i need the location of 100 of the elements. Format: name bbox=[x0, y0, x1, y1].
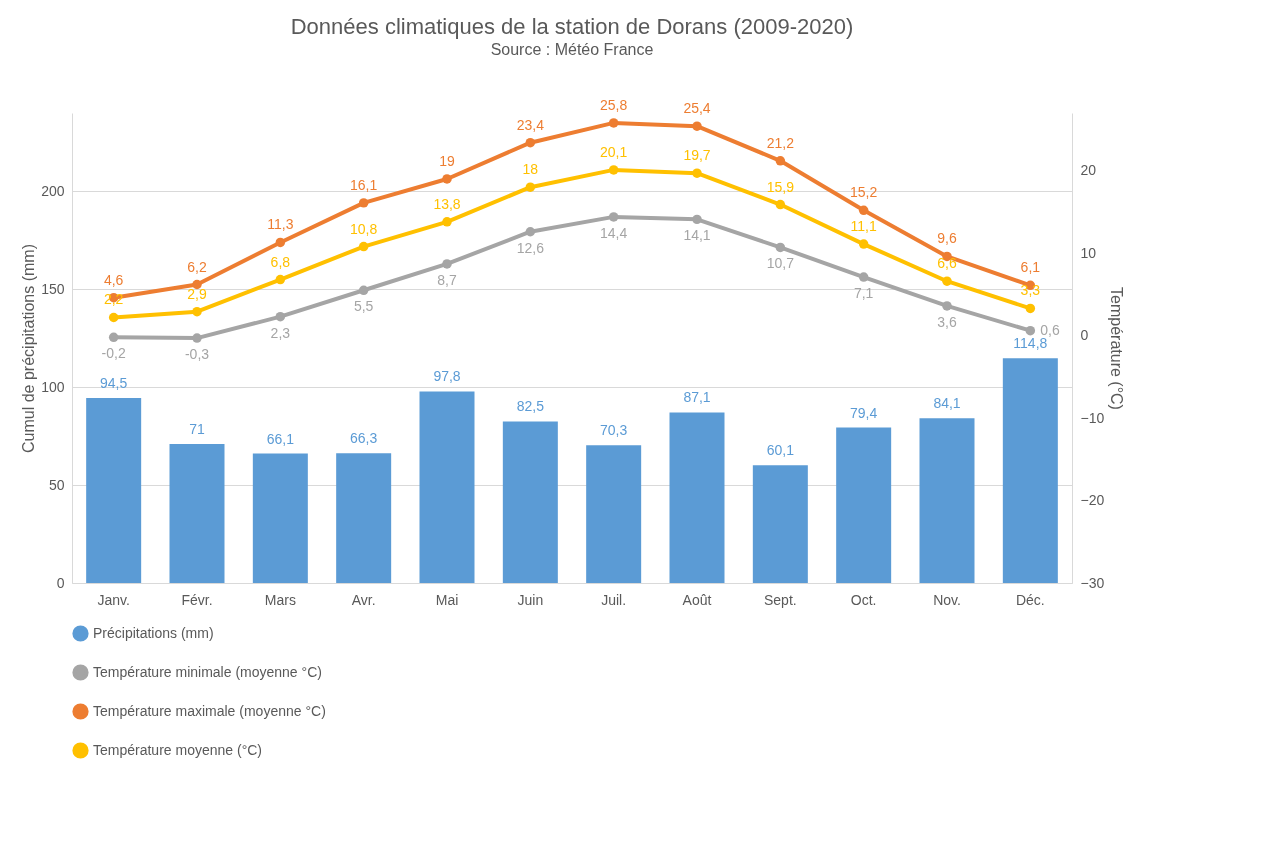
data-label: 79,4 bbox=[850, 404, 878, 421]
data-label: 15,2 bbox=[850, 184, 878, 201]
data-label: 20,1 bbox=[600, 143, 628, 160]
point bbox=[275, 237, 286, 248]
data-label: 84,1 bbox=[933, 395, 961, 412]
y2-tick-label: 20 bbox=[1080, 162, 1097, 179]
bar bbox=[919, 418, 975, 583]
x-tick-label: Janv. bbox=[97, 591, 130, 608]
data-label: 14,1 bbox=[683, 227, 711, 244]
point bbox=[442, 174, 452, 184]
data-label: 7,1 bbox=[853, 285, 874, 302]
data-label: 2,9 bbox=[187, 285, 207, 302]
point bbox=[858, 239, 869, 249]
y2-axis-title: Température (°C) bbox=[1108, 287, 1126, 410]
bar bbox=[419, 391, 475, 583]
data-label: 2,3 bbox=[270, 324, 291, 341]
bar bbox=[86, 397, 142, 583]
point bbox=[692, 168, 702, 178]
bar bbox=[1002, 358, 1058, 583]
legend-label: Température minimale (moyenne °C) bbox=[93, 663, 322, 680]
data-label: 25,8 bbox=[600, 96, 628, 113]
data-label: 70,3 bbox=[600, 422, 628, 439]
point bbox=[525, 227, 536, 237]
data-label: 15,9 bbox=[766, 178, 795, 195]
x-tick-label: Juin bbox=[517, 591, 544, 608]
bar bbox=[836, 427, 892, 583]
y2-tick-label: −20 bbox=[1080, 492, 1105, 509]
data-label: 10,7 bbox=[766, 255, 795, 272]
bar bbox=[669, 412, 725, 583]
y-axis-title: Cumul de précipitations (mm) bbox=[20, 244, 38, 453]
bar bbox=[752, 465, 808, 583]
x-tick-label: Mai bbox=[435, 591, 459, 608]
data-label: 66,3 bbox=[350, 430, 378, 447]
data-label: 6,8 bbox=[270, 253, 291, 270]
point bbox=[525, 137, 536, 148]
point bbox=[358, 198, 369, 208]
data-label: 0,6 bbox=[1040, 321, 1061, 338]
data-label: 23,4 bbox=[516, 116, 545, 133]
data-label: 11,3 bbox=[267, 216, 294, 233]
y-tick-label: 0 bbox=[56, 574, 65, 591]
x-tick-label: Déc. bbox=[1015, 591, 1045, 608]
y2-tick-label: 10 bbox=[1080, 244, 1097, 261]
data-label: 19,7 bbox=[683, 147, 711, 164]
x-tick-label: Août bbox=[682, 591, 712, 608]
data-label: 6,2 bbox=[187, 258, 207, 275]
point bbox=[442, 217, 452, 227]
data-label: 14,4 bbox=[600, 224, 628, 241]
bar bbox=[586, 445, 642, 583]
data-label: 25,4 bbox=[683, 100, 711, 117]
data-label: 19 bbox=[439, 152, 455, 169]
x-tick-label: Avr. bbox=[351, 591, 376, 608]
point bbox=[358, 241, 369, 252]
data-label: 87,1 bbox=[683, 389, 711, 406]
data-label: 97,8 bbox=[433, 368, 461, 385]
y2-tick-label: −10 bbox=[1080, 409, 1105, 426]
data-label: 3,6 bbox=[937, 313, 957, 330]
point bbox=[608, 212, 619, 222]
point bbox=[608, 165, 619, 175]
y2-tick-label: 0 bbox=[1080, 327, 1089, 344]
point bbox=[108, 332, 119, 343]
bar bbox=[169, 443, 225, 583]
data-label: 3,3 bbox=[1020, 282, 1041, 299]
point bbox=[1025, 325, 1036, 336]
point bbox=[608, 118, 619, 128]
y-tick-label: 150 bbox=[41, 280, 65, 297]
data-label: 114,8 bbox=[1013, 335, 1048, 352]
data-label: 82,5 bbox=[516, 398, 545, 415]
bar bbox=[502, 421, 558, 583]
y-tick-label: 50 bbox=[48, 476, 65, 493]
point bbox=[442, 259, 452, 269]
data-label: 21,2 bbox=[766, 134, 795, 151]
data-label: 4,6 bbox=[103, 271, 124, 288]
legend-label: Précipitations (mm) bbox=[93, 624, 214, 641]
point bbox=[775, 156, 786, 166]
data-label: 60,1 bbox=[766, 442, 795, 459]
point bbox=[858, 205, 869, 216]
data-label: 11,1 bbox=[850, 218, 877, 235]
data-label: 9,6 bbox=[937, 230, 957, 247]
point bbox=[942, 301, 952, 311]
point bbox=[692, 214, 702, 225]
data-label: -0,3 bbox=[184, 346, 210, 363]
point bbox=[692, 121, 702, 131]
chart-title: Données climatiques de la station de Dorans (2009-2020) bbox=[290, 13, 854, 39]
chart-subtitle: Source : Météo France bbox=[490, 40, 654, 58]
data-label: -0,2 bbox=[101, 345, 126, 362]
bar bbox=[336, 453, 392, 583]
point bbox=[1025, 303, 1036, 314]
data-label: 71 bbox=[189, 420, 205, 437]
point bbox=[775, 242, 786, 253]
data-label: 66,1 bbox=[266, 430, 295, 447]
point bbox=[858, 272, 869, 282]
point bbox=[192, 279, 202, 290]
x-tick-label: Nov. bbox=[933, 591, 961, 608]
data-label: 5,5 bbox=[353, 298, 374, 315]
point bbox=[275, 311, 286, 322]
y-tick-label: 200 bbox=[41, 182, 65, 199]
data-label: 6,1 bbox=[1020, 259, 1041, 276]
legend-label: Température moyenne (°C) bbox=[93, 741, 262, 758]
data-label: 16,1 bbox=[350, 176, 378, 193]
data-label: 12,6 bbox=[516, 239, 545, 256]
